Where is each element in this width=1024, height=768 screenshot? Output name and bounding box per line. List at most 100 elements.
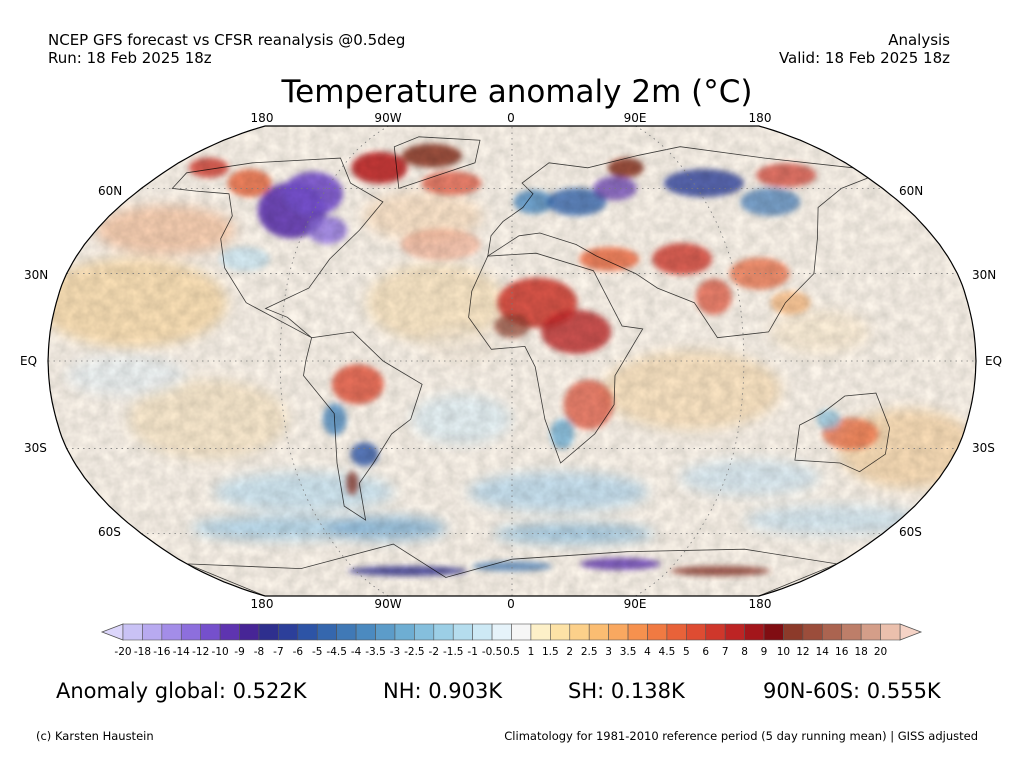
colorbar-tick-label: 16: [835, 646, 849, 658]
colorbar-tick-label: -1: [467, 646, 477, 658]
colorbar-tick-label: -2.5: [404, 646, 425, 658]
colorbar-tick-label: 20: [874, 646, 887, 658]
colorbar-tick-label: -9: [234, 646, 244, 658]
colorbar-swatch: [569, 623, 590, 641]
colorbar-swatch: [763, 623, 784, 641]
colorbar-swatch: [821, 623, 843, 641]
colorbar-tick-label: 14: [816, 646, 830, 658]
colorbar-tick-label: 3: [605, 646, 612, 658]
colorbar-tick-label: -2: [429, 646, 439, 658]
colorbar-tick-label: 1.5: [542, 646, 559, 658]
colorbar-swatch: [724, 623, 745, 641]
colorbar-swatch: [239, 623, 260, 641]
colorbar-tick-label: -1.5: [443, 646, 464, 658]
colorbar-swatch: [491, 623, 512, 641]
lon-label-top-0: 0: [507, 111, 515, 125]
colorbar-tick-label: -16: [153, 646, 170, 658]
colorbar-tick-label: 8: [741, 646, 748, 658]
colorbar-swatch: [433, 623, 454, 641]
colorbar-swatch: [355, 623, 376, 641]
colorbar-swatch: [550, 623, 571, 641]
colorbar-swatch: [258, 623, 279, 641]
colorbar-tick-label: -4.5: [326, 646, 347, 658]
colorbar: -20 -18 -16 -14 -12 -10 -9 -8 -7 -6 -5 -4.5 -4 -3.5 -3…: [100, 623, 923, 658]
colorbar-swatch: [880, 623, 901, 641]
model-description: NCEP GFS forecast vs CFSR reanalysis @0.…: [48, 31, 406, 49]
colorbar-swatch: [588, 623, 609, 641]
colorbar-tick-label: 7: [722, 646, 729, 658]
nh-anomaly: NH: 0.903K: [383, 679, 503, 703]
colorbar-swatch: [860, 623, 881, 641]
colorbar-tick-label: 3.5: [620, 646, 637, 658]
graticule-meridian: [635, 126, 745, 596]
colorbar-swatch: [142, 623, 163, 641]
colorbar-tick-label: 2: [566, 646, 573, 658]
colorbar-tick-label: 9: [761, 646, 768, 658]
colorbar-tick-label: -6: [293, 646, 304, 658]
colorbar-tick-label: -3.5: [365, 646, 386, 658]
colorbar-swatch: [414, 623, 435, 641]
valid-time: Valid: 18 Feb 2025 18z: [778, 49, 950, 67]
colorbar-swatch: [394, 623, 415, 641]
global-anomaly: Anomaly global: 0.522K: [56, 679, 307, 703]
colorbar-swatch: [452, 623, 473, 641]
lat-label-right-60n: 60N: [899, 184, 924, 198]
colorbar-swatch: [686, 623, 707, 641]
lon-label-bottom-90e: 90E: [623, 597, 647, 611]
colorbar-min-arrow: [100, 623, 124, 641]
colorbar-tick-label: 4.5: [659, 646, 676, 658]
anomaly-field: [48, 126, 976, 596]
colorbar-tick-label: -20: [114, 646, 131, 658]
colorbar-swatch: [647, 623, 668, 641]
copyright: (c) Karsten Haustein: [36, 729, 154, 743]
colorbar-swatch: [530, 623, 551, 641]
colorbar-swatch: [841, 623, 862, 641]
lon-label-bottom-180w: 180: [250, 597, 274, 611]
colorbar-tick-label: -14: [173, 646, 190, 658]
colorbar-swatch: [511, 623, 532, 641]
lon-label-bottom-180e: 180: [748, 597, 772, 611]
colorbar-tick-label: 1: [528, 646, 535, 658]
band-anomaly: 90N-60S: 0.555K: [763, 679, 941, 703]
colorbar-swatch: [802, 623, 823, 641]
lon-label-bottom-90w: 90W: [374, 597, 402, 611]
colorbar-tick-label: 18: [854, 646, 867, 658]
lat-label-right-30s: 30S: [972, 441, 995, 455]
lat-label-left-60n: 60N: [98, 184, 123, 198]
colorbar-swatch: [705, 623, 726, 641]
colorbar-swatch: [122, 623, 143, 641]
lat-label-right-60s: 60S: [899, 525, 922, 539]
colorbar-swatch: [744, 623, 765, 641]
lat-label-left-60s: 60S: [98, 525, 121, 539]
colorbar-tick-label: 4: [644, 646, 651, 658]
globe-outline: [47, 125, 977, 597]
lat-label-left-30n: 30N: [24, 268, 49, 282]
colorbar-tick-label: 5: [683, 646, 690, 658]
colorbar-tick-label: -18: [134, 646, 151, 658]
colorbar-swatch: [180, 623, 201, 641]
colorbar-tick-label: 6: [702, 646, 709, 658]
colorbar-tick-label: 12: [796, 646, 809, 658]
lon-label-top-180w: 180: [250, 111, 274, 125]
graticule-meridian: [279, 126, 389, 596]
lon-label-top-90e: 90E: [623, 111, 647, 125]
colorbar-swatch: [161, 623, 182, 641]
colorbar-swatch: [336, 623, 357, 641]
colorbar-swatch: [783, 623, 804, 641]
colorbar-swatch: [608, 623, 629, 641]
colorbar-tick-label: 10: [777, 646, 790, 658]
colorbar-tick-label: -3: [390, 646, 400, 658]
analysis-label: Analysis: [888, 31, 950, 49]
lon-label-top-90w: 90W: [374, 111, 402, 125]
colorbar-swatch: [375, 623, 396, 641]
run-time: Run: 18 Feb 2025 18z: [48, 49, 212, 67]
colorbar-tick-label: -7: [273, 646, 283, 658]
climatology-note: Climatology for 1981-2010 reference peri…: [504, 729, 978, 743]
colorbar-swatch: [200, 623, 221, 641]
lon-label-bottom-0: 0: [507, 597, 515, 611]
colorbar-swatch: [627, 623, 648, 641]
colorbar-tick-label: -12: [192, 646, 209, 658]
colorbar-tick-label: -4: [351, 646, 362, 658]
colorbar-tick-label: -0.5: [482, 646, 503, 658]
